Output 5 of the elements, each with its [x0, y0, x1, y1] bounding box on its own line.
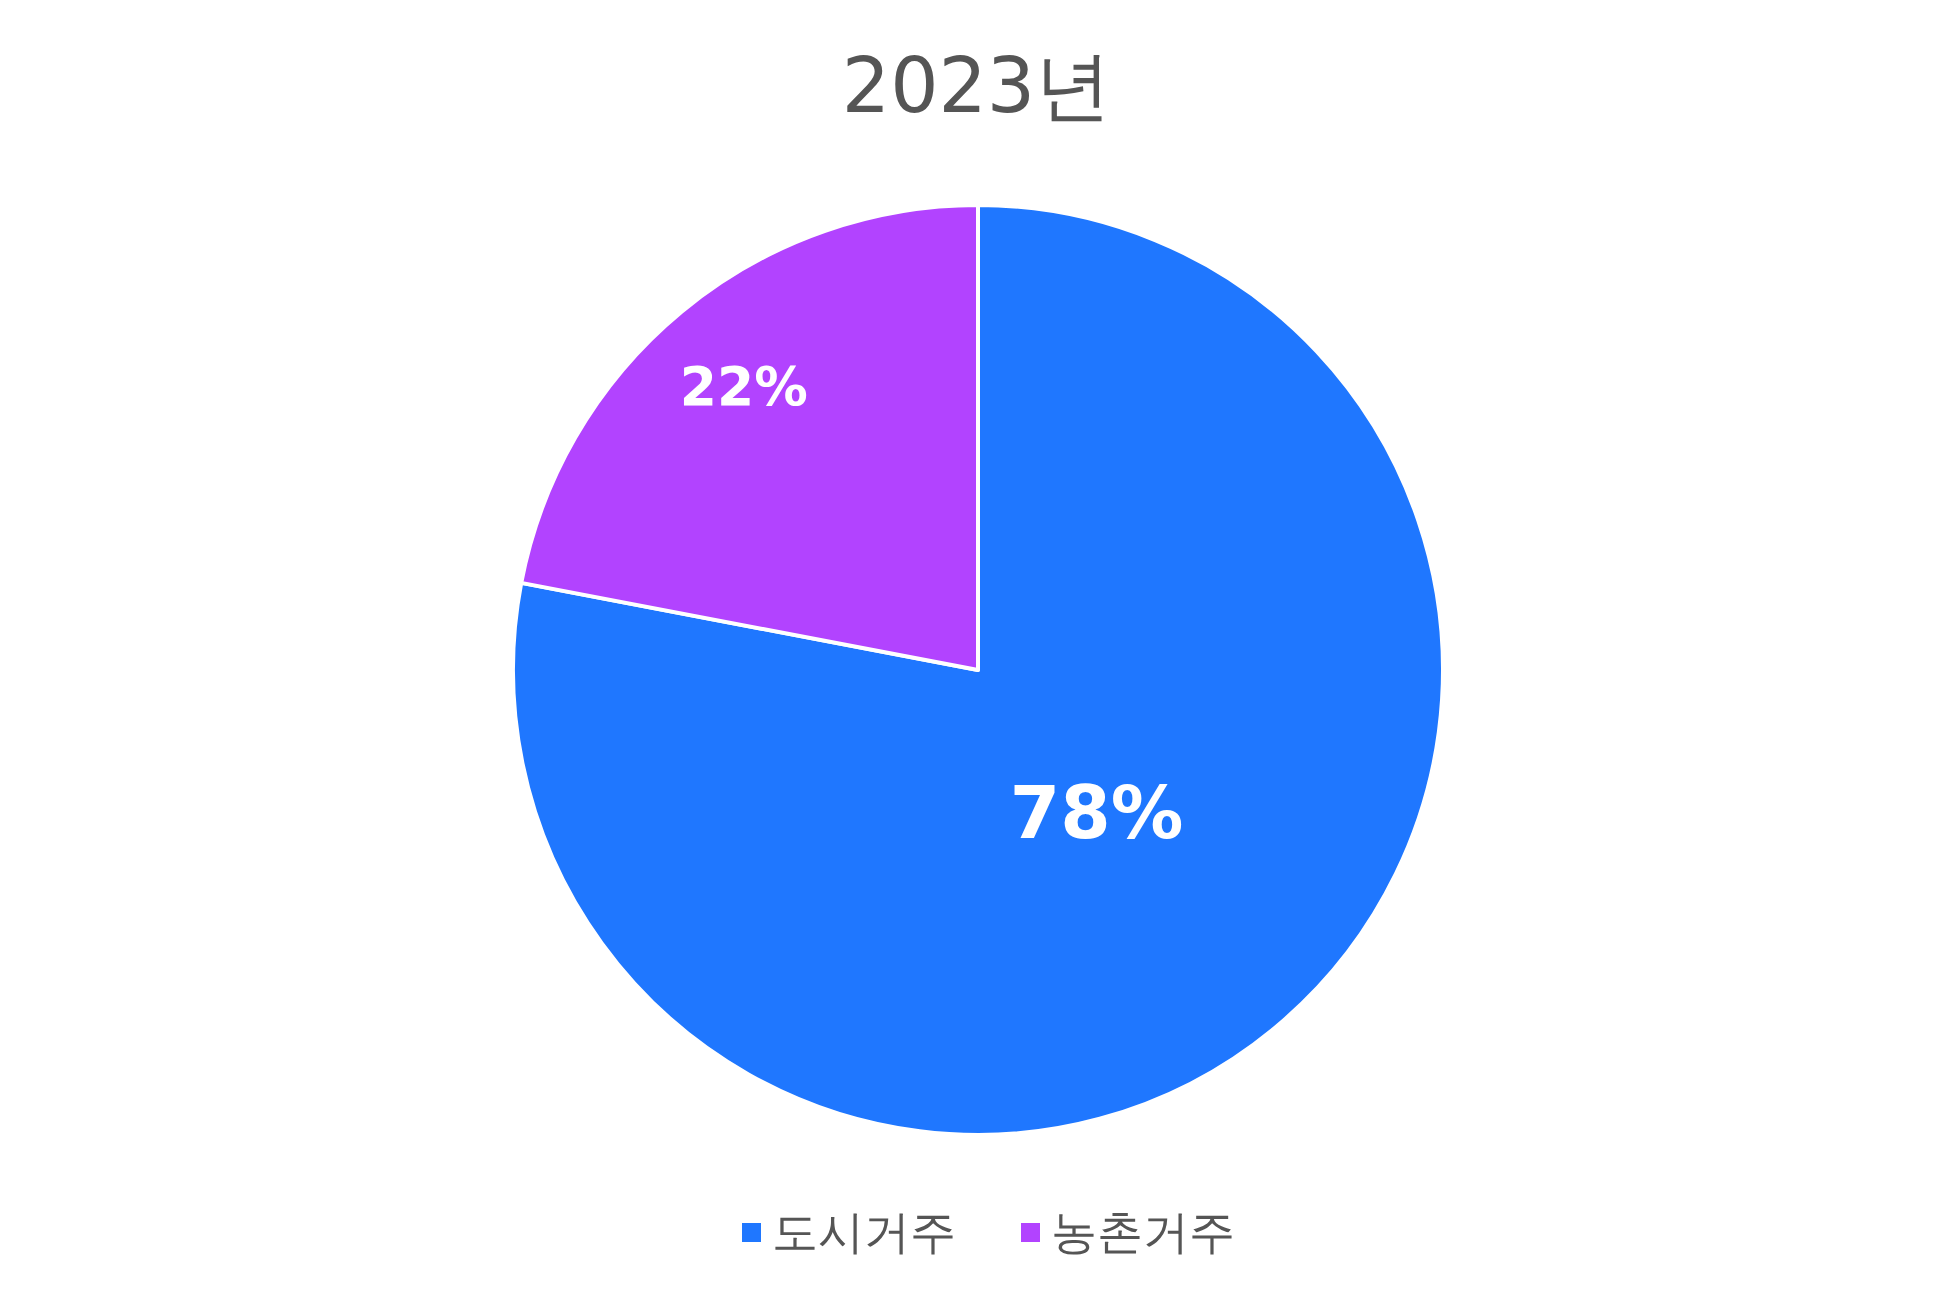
- legend-label: 도시거주: [772, 1205, 956, 1259]
- chart-title: 2023년: [841, 41, 1112, 130]
- legend-label: 농촌거주: [1051, 1205, 1235, 1259]
- data-label: 78%: [1009, 771, 1184, 856]
- data-label: 22%: [679, 355, 808, 419]
